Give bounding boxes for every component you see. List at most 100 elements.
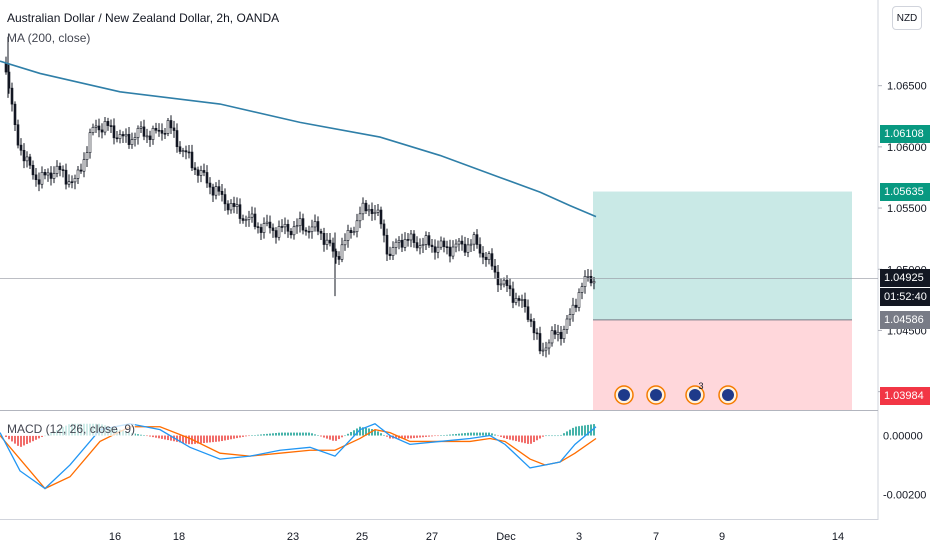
candle-body	[184, 150, 188, 153]
macd-histogram-bar	[209, 435, 211, 443]
macd-histogram-bar	[572, 427, 574, 436]
macd-histogram-bar	[266, 433, 268, 436]
macd-histogram-bar	[575, 426, 577, 436]
candle-body	[319, 230, 323, 234]
macd-histogram-bar	[536, 435, 538, 441]
macd-histogram-bar	[578, 426, 580, 436]
candle-body	[286, 223, 290, 232]
ma-line	[0, 60, 597, 218]
candle-body	[346, 230, 350, 241]
candle-body	[310, 226, 314, 232]
macd-histogram-bar	[272, 433, 274, 436]
macd-histogram-bar	[218, 435, 220, 442]
candle-body	[196, 169, 200, 176]
macd-histogram-bar	[251, 435, 253, 436]
candle-body	[154, 128, 158, 131]
macd-histogram-bar	[533, 435, 535, 443]
macd-histogram-bar	[494, 434, 496, 436]
macd-histogram-bar	[194, 435, 196, 444]
macd-histogram-bar	[590, 424, 592, 436]
candle-body	[289, 230, 293, 236]
candle-body	[445, 246, 449, 248]
macd-histogram-bar	[419, 435, 421, 438]
macd-histogram-bar	[464, 433, 466, 436]
candle-body	[592, 281, 596, 284]
macd-histogram-bar	[593, 424, 595, 436]
macd-histogram-bar	[278, 432, 280, 436]
candle-body	[520, 299, 524, 301]
macd-histogram-bar	[326, 435, 328, 439]
macd-histogram-bar	[203, 435, 205, 443]
macd-histogram-bar	[551, 435, 553, 437]
candle-body	[331, 242, 335, 252]
candle-body	[52, 173, 56, 179]
macd-histogram-bar	[185, 435, 187, 444]
candle-body	[580, 286, 584, 293]
candle-body	[538, 333, 542, 352]
candle-body	[133, 137, 137, 140]
macd-histogram-bar	[215, 435, 217, 442]
candle-body	[178, 146, 182, 152]
candle-body	[214, 186, 218, 196]
macd-histogram-bar	[290, 432, 292, 436]
candle-body	[343, 240, 347, 246]
candle-body	[586, 276, 590, 278]
candle-body	[274, 230, 278, 238]
macd-histogram-bar	[401, 435, 403, 439]
candle-body	[295, 225, 299, 228]
macd-tick-label: 0.00000	[883, 431, 923, 443]
currency-button[interactable]: NZD	[892, 6, 922, 30]
candle-body	[208, 182, 212, 188]
candles	[4, 36, 596, 358]
candle-body	[508, 285, 512, 290]
macd-histogram-bar	[38, 435, 40, 439]
candle-body	[22, 149, 26, 162]
macd-histogram-bar	[236, 435, 238, 439]
candle-body	[250, 213, 254, 218]
candle-body	[397, 239, 401, 243]
macd-histogram-bar	[413, 435, 415, 439]
macd-histogram-bar	[245, 435, 247, 437]
candle-body	[433, 246, 437, 253]
macd-histogram-bar	[347, 433, 349, 436]
candle-body	[307, 231, 311, 233]
candle-body	[232, 203, 236, 207]
macd-histogram-bar	[485, 432, 487, 436]
ma-indicator-label[interactable]: MA (200, close)	[7, 31, 91, 45]
candle-body	[175, 130, 179, 148]
candle-body	[109, 125, 113, 127]
macd-histogram-bar	[467, 432, 469, 436]
macd-histogram-bar	[503, 435, 505, 439]
macd-histogram-bar	[155, 435, 157, 438]
candle-body	[55, 165, 59, 174]
candle-body	[211, 186, 215, 196]
macd-histogram-bar	[143, 435, 145, 436]
target-zone	[593, 191, 852, 320]
candle-body	[88, 132, 92, 153]
candle-body	[121, 134, 125, 137]
candle-body	[235, 204, 239, 207]
macd-histogram-bar	[281, 432, 283, 436]
macd-histogram-bar	[314, 434, 316, 436]
candle-body	[202, 170, 206, 173]
candle-body	[85, 152, 89, 160]
macd-indicator-label[interactable]: MACD (12, 26, close, 9)	[7, 422, 136, 436]
candle-body	[163, 133, 167, 135]
candle-body	[220, 190, 224, 195]
macd-histogram-bar	[560, 434, 562, 436]
candle-body	[325, 239, 329, 245]
macd-histogram-bar	[515, 435, 517, 442]
candle-body	[136, 128, 140, 138]
macd-histogram-bar	[404, 435, 406, 439]
macd-histogram-bar	[395, 435, 397, 439]
macd-histogram-bar	[440, 435, 442, 436]
macd-histogram-bar	[374, 429, 376, 436]
macd-histogram-bar	[269, 433, 271, 436]
macd-histogram-bar	[527, 435, 529, 444]
candle-body	[550, 330, 554, 344]
candle-body	[442, 240, 446, 247]
candle-body	[244, 219, 248, 221]
candle-body	[292, 226, 296, 236]
price-tick-label: 1.05500	[887, 203, 927, 215]
